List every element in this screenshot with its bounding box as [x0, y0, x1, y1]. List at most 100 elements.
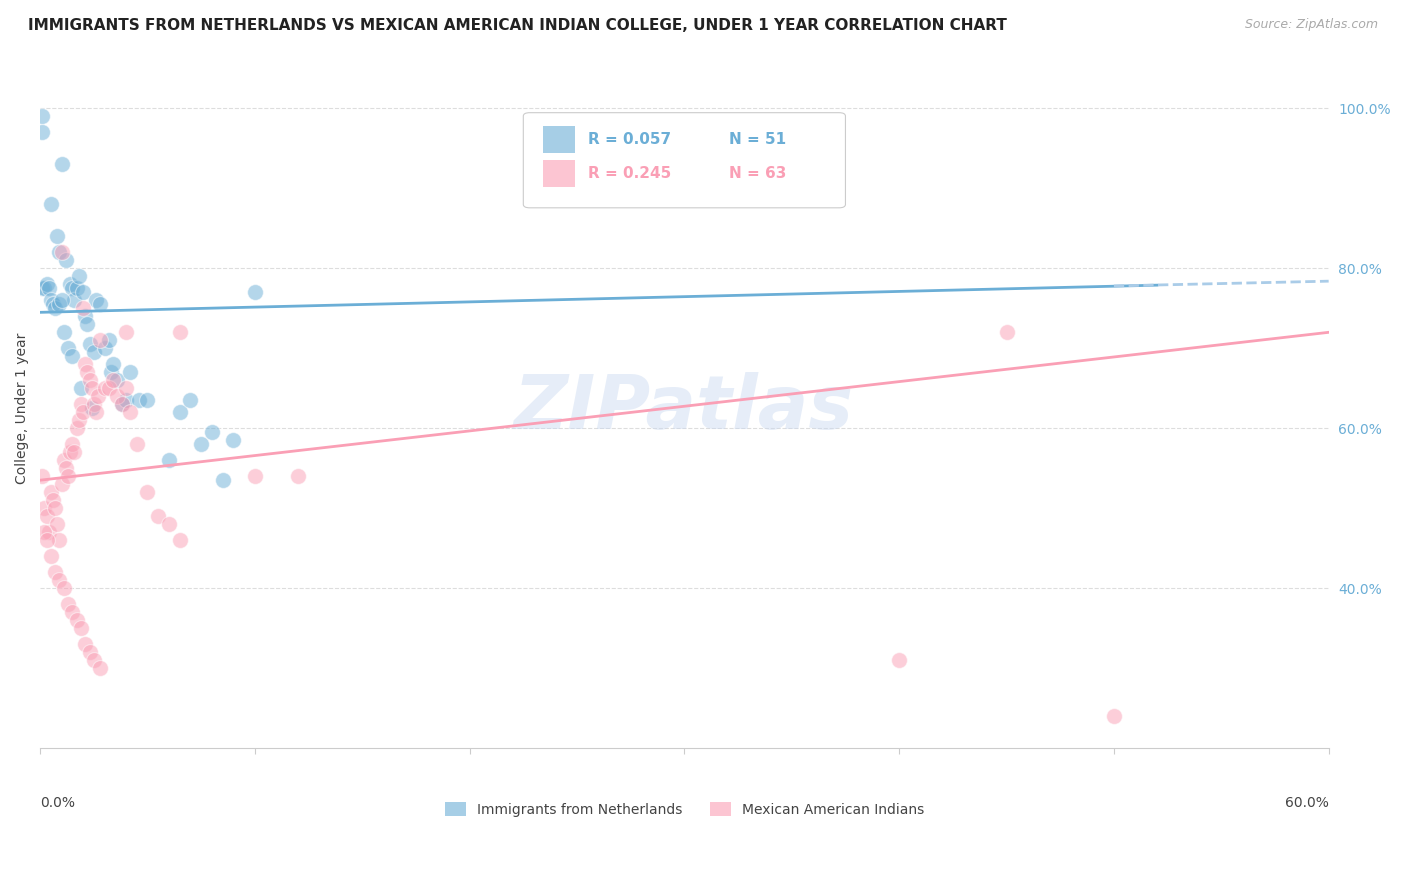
Point [52, 326, 75, 340]
Point [93, 341, 115, 355]
Point [48, 297, 70, 311]
Point [39, 197, 62, 211]
Point [87, 389, 110, 403]
Point [42, 297, 65, 311]
Point [115, 381, 138, 395]
Point [83, 397, 105, 411]
Point [52, 581, 75, 595]
Point [39, 485, 62, 500]
Point [67, 413, 90, 427]
Point [51, 157, 73, 171]
Point [101, 357, 124, 371]
Point [48, 533, 70, 548]
Point [70, 397, 93, 411]
Point [31, 110, 53, 124]
Text: N = 51: N = 51 [730, 132, 786, 147]
Legend: Immigrants from Netherlands, Mexican American Indians: Immigrants from Netherlands, Mexican Ame… [439, 797, 929, 822]
Point [169, 405, 191, 419]
Text: N = 63: N = 63 [730, 166, 787, 181]
Point [31, 469, 53, 483]
Text: R = 0.245: R = 0.245 [588, 166, 671, 181]
Point [34, 525, 56, 540]
Point [67, 269, 90, 284]
Point [100, 365, 122, 379]
Point [44, 565, 66, 579]
Text: R = 0.057: R = 0.057 [588, 132, 671, 147]
Point [31, 126, 53, 140]
Point [63, 445, 86, 459]
Point [48, 573, 70, 587]
Point [31, 281, 53, 295]
Point [48, 245, 70, 260]
Bar [543, 127, 575, 153]
Point [38, 525, 60, 540]
Point [287, 469, 309, 483]
Point [59, 277, 82, 292]
Text: ZIPatlas: ZIPatlas [515, 372, 855, 445]
Point [51, 477, 73, 491]
Point [889, 653, 911, 667]
Point [89, 661, 111, 675]
Point [55, 461, 77, 475]
Point [72, 285, 94, 300]
Point [115, 393, 138, 408]
Point [111, 397, 134, 411]
Point [93, 381, 115, 395]
Point [34, 281, 56, 295]
Point [201, 425, 224, 440]
Point [46, 229, 69, 244]
Point [211, 473, 233, 487]
Point [243, 285, 266, 300]
Text: IMMIGRANTS FROM NETHERLANDS VS MEXICAN AMERICAN INDIAN COLLEGE, UNDER 1 YEAR COR: IMMIGRANTS FROM NETHERLANDS VS MEXICAN A… [28, 18, 1007, 33]
Point [84, 293, 107, 308]
Point [107, 389, 129, 403]
Point [60, 349, 83, 363]
Point [51, 293, 73, 308]
Point [46, 517, 69, 532]
Point [56, 597, 79, 611]
Point [83, 653, 105, 667]
Point [84, 405, 107, 419]
Point [995, 326, 1018, 340]
Point [39, 549, 62, 563]
Point [59, 445, 82, 459]
Point [35, 277, 58, 292]
Point [136, 485, 159, 500]
Point [42, 493, 65, 508]
Point [89, 334, 111, 348]
Point [70, 381, 93, 395]
Point [79, 373, 101, 387]
Point [128, 393, 150, 408]
Text: Source: ZipAtlas.com: Source: ZipAtlas.com [1244, 18, 1378, 31]
Point [65, 421, 87, 435]
Point [125, 437, 148, 451]
Point [101, 373, 124, 387]
Point [120, 405, 142, 419]
Point [222, 434, 245, 448]
Point [111, 397, 134, 411]
Y-axis label: College, Under 1 year: College, Under 1 year [15, 333, 30, 484]
Point [39, 293, 62, 308]
Point [65, 281, 87, 295]
Point [136, 393, 159, 408]
Point [97, 381, 120, 395]
Point [35, 509, 58, 524]
Point [72, 405, 94, 419]
Point [75, 310, 97, 324]
Point [243, 469, 266, 483]
Text: 60.0%: 60.0% [1285, 796, 1329, 810]
Point [115, 326, 138, 340]
Point [79, 337, 101, 351]
Point [157, 517, 180, 532]
Point [157, 453, 180, 467]
Point [75, 357, 97, 371]
Point [56, 341, 79, 355]
Point [79, 645, 101, 659]
Point [76, 318, 98, 332]
Point [60, 281, 83, 295]
Point [76, 365, 98, 379]
Point [72, 301, 94, 316]
Point [148, 509, 170, 524]
Point [89, 297, 111, 311]
Point [56, 469, 79, 483]
